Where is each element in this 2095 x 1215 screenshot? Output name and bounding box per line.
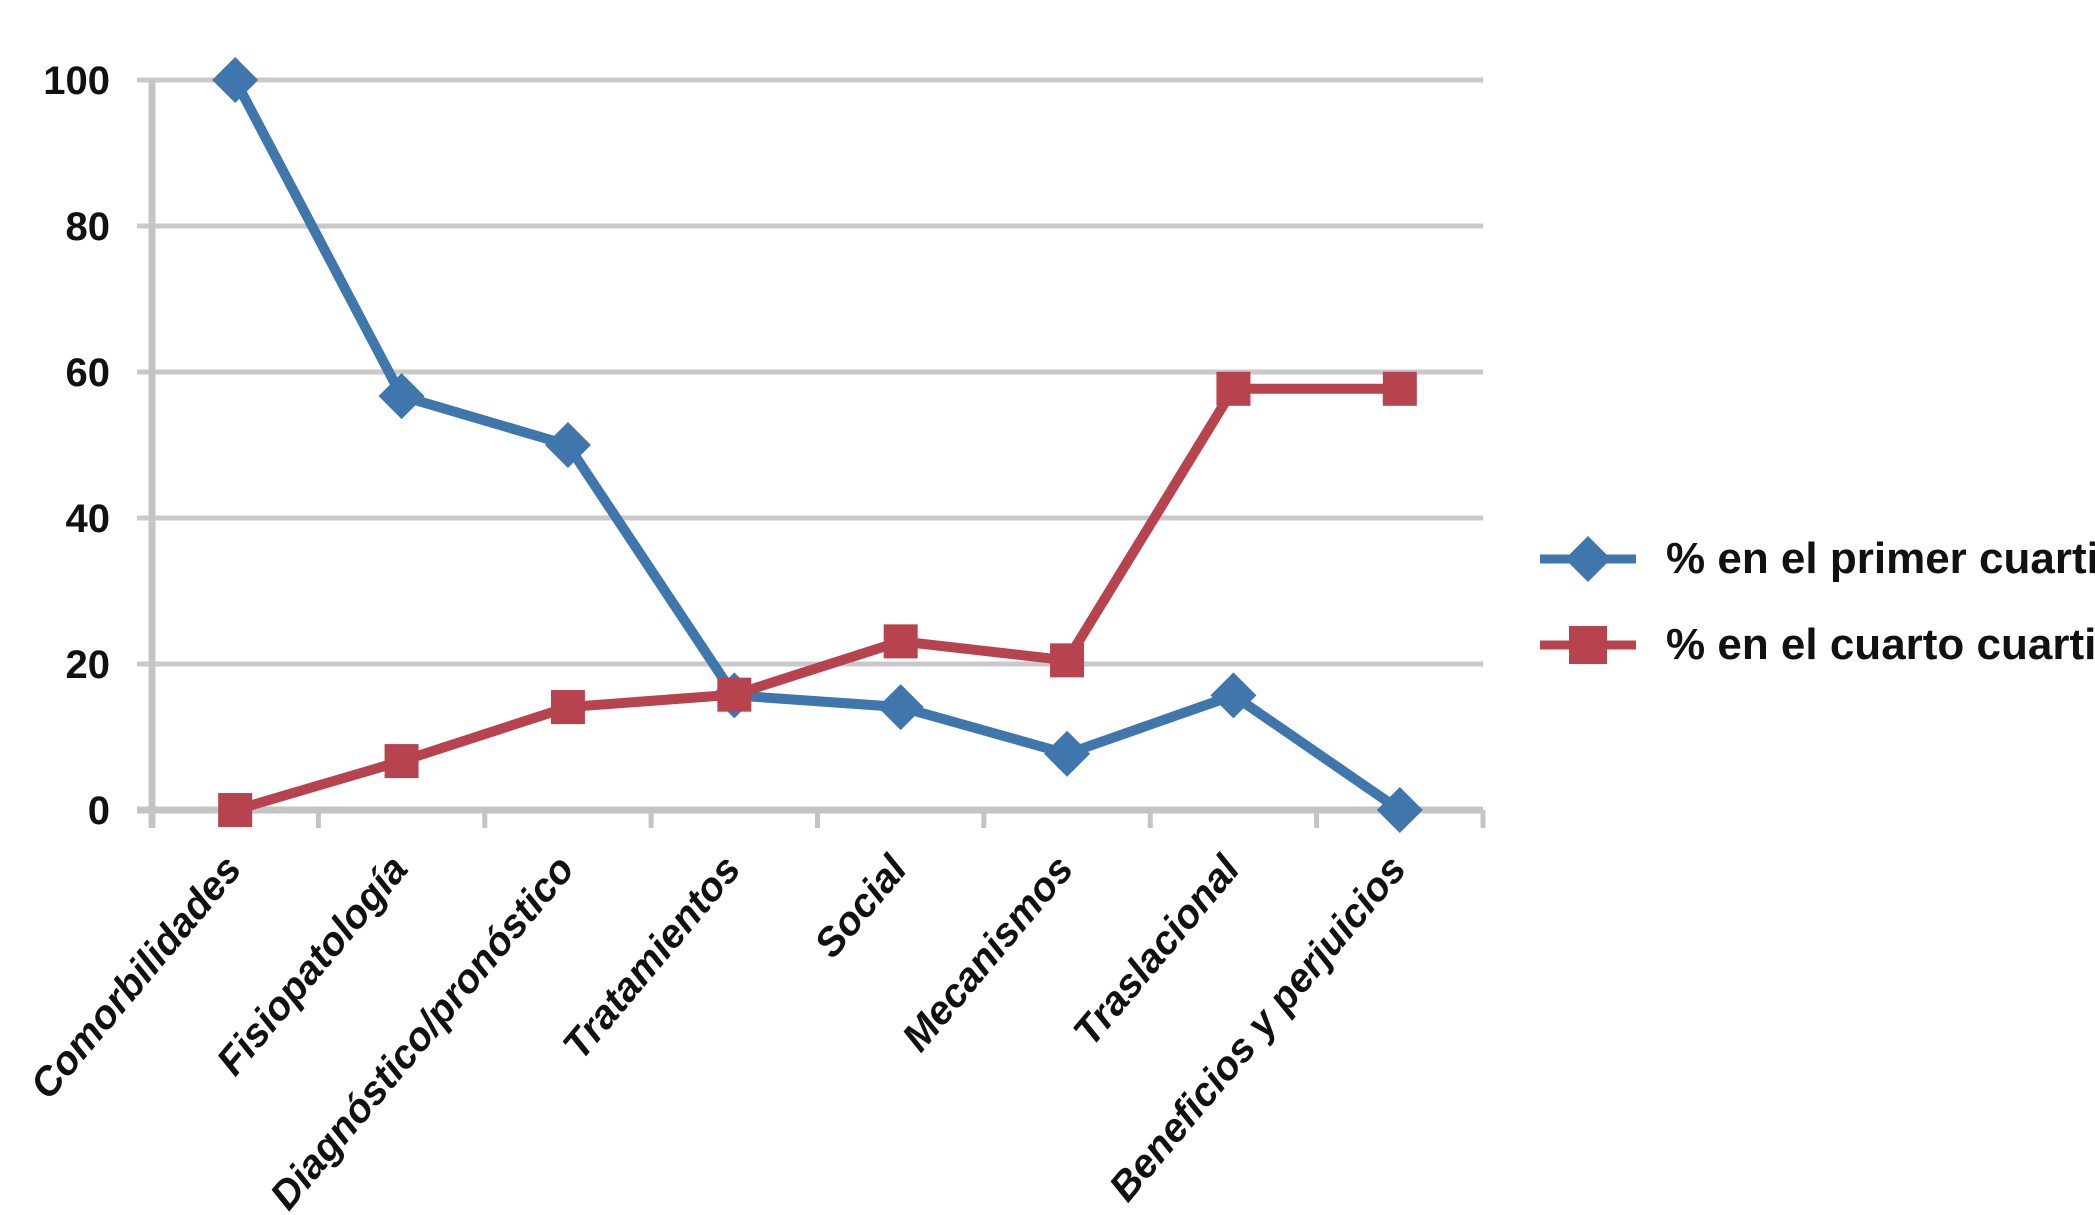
- y-tick-label-0: 0: [88, 789, 110, 833]
- marker-diamond-6: [1210, 672, 1257, 719]
- legend-label-cuarto-cuartil: % en el cuarto cuartil: [1666, 620, 2095, 669]
- x-category-label: Traslacional: [1065, 847, 1249, 1054]
- marker-diamond-2: [544, 422, 591, 468]
- x-category-label: Diagnóstico/pronóstico: [262, 848, 583, 1215]
- marker-diamond-5: [1044, 730, 1091, 777]
- red-square-legend-icon: [1540, 626, 1636, 664]
- series-line-1: [230, 383, 1405, 815]
- chart-legend: % en el primer cuartil % en el cuarto cu…: [1538, 527, 2095, 677]
- x-category-label: Tratamientos: [555, 848, 750, 1068]
- marker-diamond-1: [378, 373, 425, 420]
- legend-item-primer-cuartil: % en el primer cuartil: [1538, 527, 2095, 591]
- y-tick-label-20: 20: [66, 643, 111, 687]
- series-line-0: [230, 75, 1405, 815]
- legend-item-cuarto-cuartil: % en el cuarto cuartil: [1538, 613, 2095, 677]
- x-category-label: Social: [806, 847, 916, 966]
- x-category-label: Beneficios y perjuicios: [1101, 848, 1415, 1210]
- marker-square-2: [550, 690, 585, 725]
- x-category-label: Mecanismos: [894, 848, 1082, 1060]
- marker-square-5: [1050, 643, 1085, 678]
- marker-square-4: [883, 624, 918, 659]
- marker-diamond-7: [1376, 787, 1423, 833]
- marker-diamond-4: [877, 684, 924, 731]
- y-tick-label-80: 80: [66, 205, 111, 249]
- x-category-label: Comorbilidades: [22, 848, 250, 1108]
- y-tick-label-60: 60: [66, 351, 111, 395]
- marker-square-6: [1216, 371, 1251, 406]
- marker-square-3: [717, 677, 752, 712]
- marker-diamond-0: [212, 57, 259, 103]
- y-tick-label-40: 40: [66, 497, 111, 541]
- marker-square-1: [384, 744, 419, 779]
- y-tick-label-100: 100: [43, 59, 110, 103]
- marker-square-0: [218, 793, 253, 827]
- legend-label-primer-cuartil: % en el primer cuartil: [1666, 534, 2095, 583]
- blue-diamond-legend-icon: [1540, 536, 1636, 582]
- marker-square-7: [1382, 371, 1417, 406]
